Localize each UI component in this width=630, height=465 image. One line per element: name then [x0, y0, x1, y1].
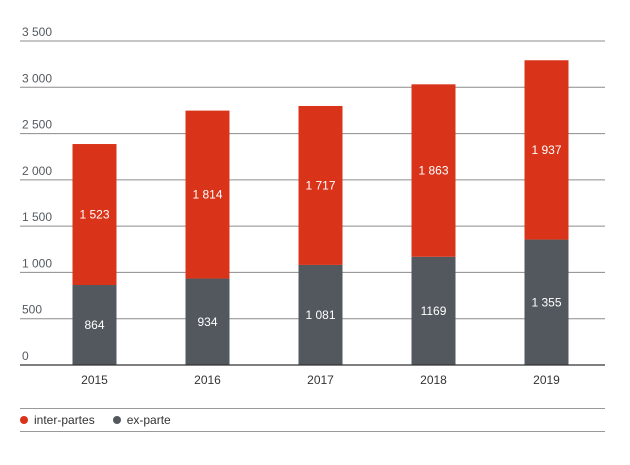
data-label-inter-partes-2016: 1 814 — [192, 188, 222, 202]
legend-swatch-inter-partes — [20, 416, 28, 424]
chart-legend: inter-partes ex-parte — [20, 408, 605, 432]
bar-ex-parte-2018 — [411, 256, 456, 365]
bar-inter-partes-2018 — [411, 84, 456, 257]
y-tick-label: 3 000 — [22, 71, 52, 85]
data-label-inter-partes-2017: 1 717 — [305, 178, 335, 192]
data-label-inter-partes-2019: 1 937 — [531, 143, 561, 157]
legend-swatch-ex-parte — [112, 416, 121, 424]
bar-ex-parte-2015 — [72, 285, 117, 365]
bar-inter-partes-2019 — [524, 60, 569, 240]
y-tick-label: 3 500 — [22, 25, 52, 39]
x-tick-label: 2018 — [420, 373, 447, 387]
bar-ex-parte-2017 — [298, 264, 343, 365]
data-label-ex-parte-2016: 934 — [197, 315, 217, 329]
bar-ex-parte-2016 — [185, 278, 230, 365]
y-tick-label: 2 500 — [22, 118, 52, 132]
y-tick-label: 0 — [22, 349, 29, 363]
legend-label-inter-partes: inter-partes — [34, 413, 95, 427]
y-tick-label: 1 000 — [22, 256, 52, 270]
stacked-bar-chart: 0 500 1 000 1 500 2 000 2 500 3 000 3 500 864 1 5… — [20, 25, 605, 387]
legend-item-ex-parte: ex-parte — [112, 413, 171, 427]
bar-ex-parte-2019 — [524, 239, 569, 365]
x-tick-label: 2016 — [194, 373, 221, 387]
x-tick-label: 2017 — [307, 373, 334, 387]
data-label-ex-parte-2017: 1 081 — [305, 308, 335, 322]
x-tick-label: 2015 — [81, 373, 108, 387]
y-tick-label: 1 500 — [22, 210, 52, 224]
data-label-inter-partes-2018: 1 863 — [418, 164, 448, 178]
data-label-ex-parte-2019: 1 355 — [531, 295, 561, 309]
y-tick-label: 500 — [22, 303, 42, 317]
bar-inter-partes-2015 — [72, 144, 117, 286]
data-label-inter-partes-2015: 1 523 — [79, 208, 109, 222]
data-label-ex-parte-2015: 864 — [84, 318, 104, 332]
bar-inter-partes-2017 — [298, 105, 343, 265]
y-tick-label: 2 000 — [22, 164, 52, 178]
legend-label-ex-parte: ex-parte — [126, 413, 171, 427]
data-label-ex-parte-2018: 1169 — [421, 304, 447, 318]
bar-inter-partes-2016 — [185, 110, 230, 279]
x-tick-label: 2019 — [533, 373, 560, 387]
legend-item-inter-partes: inter-partes — [20, 413, 95, 427]
